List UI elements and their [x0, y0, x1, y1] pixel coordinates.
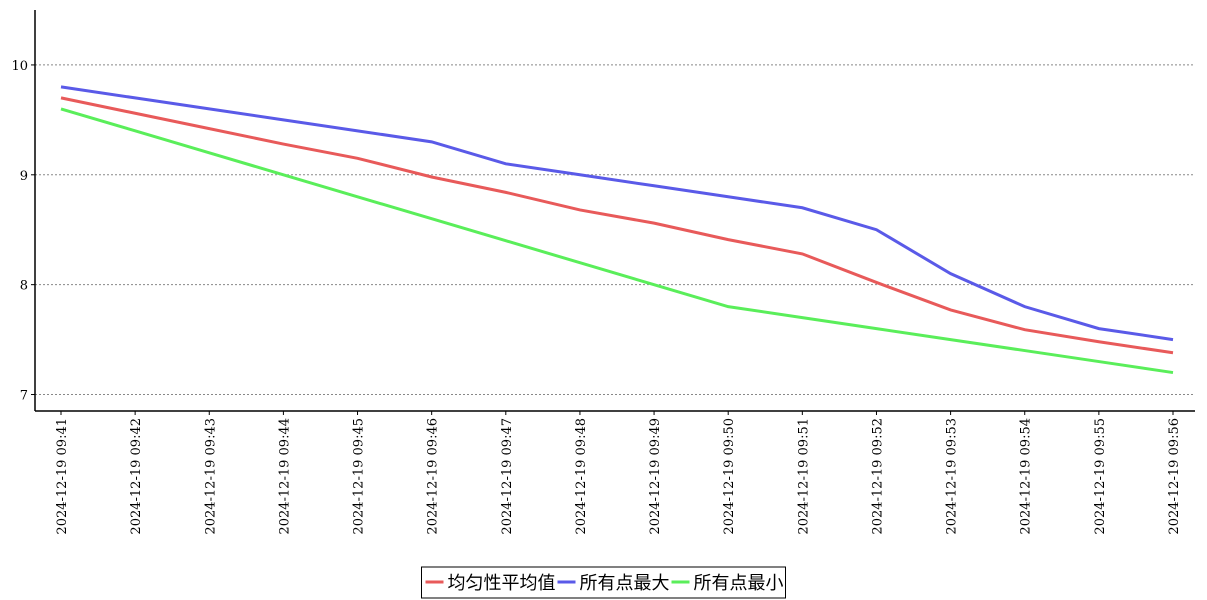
series-line — [60, 96, 1174, 355]
x-tick-label: 2024-12-19 09:44 — [277, 418, 292, 535]
legend: 均匀性平均值 所有点最大 所有点最小 — [421, 566, 786, 599]
x-tick-label: 2024-12-19 09:42 — [129, 418, 144, 535]
x-tick-label: 2024-12-19 09:51 — [796, 418, 811, 535]
x-tick-label: 2024-12-19 09:54 — [1019, 418, 1034, 535]
x-tick-label: 2024-12-19 09:43 — [203, 418, 218, 535]
y-tick-label: 7 — [20, 389, 28, 404]
y-tick-label: 10 — [11, 59, 28, 74]
x-tick-label: 2024-12-19 09:47 — [500, 418, 515, 535]
x-tick-label: 2024-12-19 09:50 — [722, 418, 737, 535]
x-tick-label: 2024-12-19 09:45 — [352, 418, 367, 535]
x-tick-label: 2024-12-19 09:41 — [55, 418, 70, 535]
legend-text: 均匀性平均值 — [448, 573, 556, 594]
x-tick-label: 2024-12-19 09:56 — [1167, 418, 1182, 535]
x-tick-label: 2024-12-19 09:48 — [574, 418, 589, 535]
x-tick-label: 2024-12-19 09:52 — [870, 418, 885, 535]
x-tick-label: 2024-12-19 09:49 — [648, 418, 663, 535]
legend-box — [421, 566, 786, 599]
x-tick-label: 2024-12-19 09:55 — [1093, 418, 1108, 535]
legend-text: 所有点最大 — [580, 573, 670, 594]
y-tick-label: 9 — [20, 169, 28, 184]
x-tick-label: 2024-12-19 09:46 — [426, 418, 441, 535]
y-tick-label: 8 — [20, 279, 28, 294]
series-line — [60, 107, 1174, 375]
x-tick-label: 2024-12-19 09:53 — [945, 418, 960, 535]
legend-text: 所有点最小 — [694, 573, 784, 594]
series-line — [60, 85, 1174, 342]
